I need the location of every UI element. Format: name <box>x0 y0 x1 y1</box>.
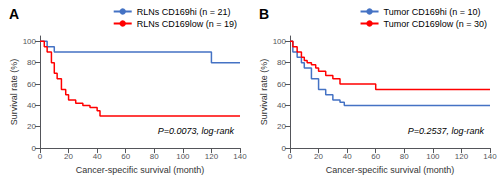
svg-text:20: 20 <box>277 122 286 131</box>
svg-text:120: 120 <box>455 152 469 161</box>
svg-text:80: 80 <box>400 152 409 161</box>
svg-text:Tumor CD169low (n = 30): Tumor CD169low (n = 30) <box>384 19 487 29</box>
svg-text:120: 120 <box>205 152 219 161</box>
svg-text:RLNs CD169hi (n = 21): RLNs CD169hi (n = 21) <box>137 7 231 17</box>
svg-text:0: 0 <box>32 144 37 153</box>
svg-text:100: 100 <box>23 37 37 46</box>
svg-text:40: 40 <box>27 101 36 110</box>
svg-text:Tumor CD169hi (n = 10): Tumor CD169hi (n = 10) <box>384 7 481 17</box>
svg-text:60: 60 <box>371 152 380 161</box>
svg-text:0: 0 <box>282 144 287 153</box>
svg-text:140: 140 <box>233 152 247 161</box>
svg-text:RLNs CD169low (n = 19): RLNs CD169low (n = 19) <box>137 19 237 29</box>
svg-text:P=0.0073, log-rank: P=0.0073, log-rank <box>158 126 235 136</box>
svg-text:Cancer-specific survival (mont: Cancer-specific survival (month) <box>326 165 455 175</box>
svg-text:0: 0 <box>288 152 293 161</box>
svg-text:40: 40 <box>343 152 352 161</box>
svg-text:100: 100 <box>426 152 440 161</box>
svg-text:140: 140 <box>483 152 497 161</box>
svg-text:100: 100 <box>273 37 287 46</box>
svg-text:60: 60 <box>121 152 130 161</box>
svg-text:80: 80 <box>27 58 36 67</box>
svg-text:Survival rate (%): Survival rate (%) <box>9 59 19 126</box>
svg-text:A: A <box>9 6 19 22</box>
svg-text:60: 60 <box>27 80 36 89</box>
svg-text:0: 0 <box>38 152 43 161</box>
svg-text:100: 100 <box>176 152 190 161</box>
svg-text:20: 20 <box>314 152 323 161</box>
svg-text:20: 20 <box>64 152 73 161</box>
svg-text:Survival rate (%): Survival rate (%) <box>259 59 269 126</box>
svg-text:B: B <box>259 6 269 22</box>
svg-text:P=0.2537, log-rank: P=0.2537, log-rank <box>408 126 485 136</box>
svg-text:80: 80 <box>277 58 286 67</box>
svg-text:20: 20 <box>27 122 36 131</box>
svg-text:40: 40 <box>277 101 286 110</box>
svg-text:60: 60 <box>277 80 286 89</box>
svg-text:40: 40 <box>93 152 102 161</box>
svg-text:Cancer-specific survival (mont: Cancer-specific survival (month) <box>76 165 205 175</box>
svg-text:80: 80 <box>150 152 159 161</box>
